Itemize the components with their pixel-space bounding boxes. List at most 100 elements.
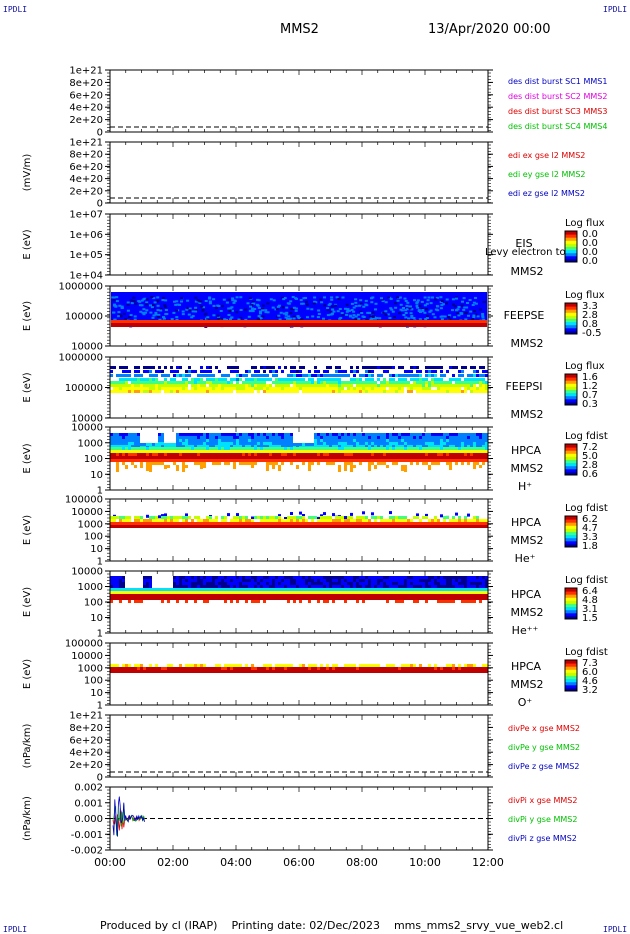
spectrogram-cell: [245, 387, 248, 390]
spectrogram-cell: [455, 390, 458, 393]
spectrogram-cell: [116, 439, 119, 442]
colorbar-tick-label: 4.7: [582, 523, 598, 534]
spectrogram-cell: [359, 378, 362, 381]
spectrogram-cell: [209, 433, 212, 436]
corner-label-top-right: IPDLI: [603, 5, 628, 14]
spectrogram-cell: [206, 442, 209, 445]
spectrogram-cell: [350, 516, 353, 519]
spectrogram-cell: [281, 447, 284, 450]
spectrogram-cell: [185, 465, 188, 468]
spectrogram-cell: [317, 519, 320, 522]
spectrogram-cell: [377, 516, 380, 519]
spectrogram-cell: [314, 436, 317, 439]
spectrogram-cell: [413, 433, 416, 436]
spectrogram-cell: [482, 439, 485, 442]
spectrogram-cell: [260, 445, 263, 448]
spectrogram-cell: [275, 591, 278, 594]
spectrogram-cell: [395, 374, 398, 377]
spectrogram-cell: [455, 522, 458, 525]
spectrogram-cell: [137, 436, 140, 439]
spectrogram-cell: [200, 390, 203, 393]
spectrogram-cell: [218, 594, 221, 597]
spectrogram-cell: [404, 594, 407, 597]
spectrogram-cell: [140, 594, 143, 597]
spectrogram-cell: [461, 522, 464, 525]
spectrogram-cell: [302, 297, 306, 300]
spectrogram-cell: [365, 519, 368, 522]
spectrogram-cell: [131, 525, 134, 528]
spectrogram-cell: [422, 436, 425, 439]
spectrogram-cell: [188, 579, 191, 582]
spectrogram-cell: [296, 522, 299, 525]
spectrogram-cell: [200, 370, 203, 373]
spectrogram-cell: [350, 442, 353, 445]
spectrogram-cell: [305, 576, 308, 579]
spectrogram-cell: [279, 311, 283, 314]
spectrogram-cell: [419, 433, 422, 436]
spectrogram-cell: [455, 447, 458, 450]
spectrogram-cell: [440, 378, 443, 381]
spectrogram-cell: [215, 450, 218, 453]
spectrogram-cell: [179, 585, 182, 588]
spectrogram-cell: [194, 445, 197, 448]
spectrogram-cell: [371, 450, 374, 453]
spectrogram-cell: [416, 436, 419, 439]
spectrogram-cell: [200, 450, 203, 453]
spectrogram-cell: [326, 433, 329, 436]
spectrogram-cell: [341, 582, 344, 585]
spectrogram-cell: [272, 579, 275, 582]
spectrogram-cell: [335, 591, 338, 594]
y-tick-label: 1000: [78, 438, 103, 449]
spectrogram-cell: [326, 439, 329, 442]
colorbar-swatch: [565, 389, 577, 394]
spectrogram-cell: [203, 576, 206, 579]
spectrogram-cell: [429, 309, 433, 312]
spectrogram-cell: [359, 597, 362, 600]
spectrogram-cell: [179, 450, 182, 453]
colorbar-swatch: [565, 462, 577, 467]
spectrogram-cell: [443, 585, 446, 588]
spectrogram-cell: [173, 300, 176, 303]
spectrogram-cell: [431, 381, 434, 384]
spectrogram-cell: [413, 600, 416, 603]
spectrogram-cell: [194, 591, 197, 594]
spectrogram-cell: [281, 576, 284, 579]
colorbar-swatch: [565, 312, 577, 316]
spectrogram-cell: [344, 433, 347, 436]
spectrogram-cell: [323, 384, 326, 387]
colorbar-swatch: [565, 465, 577, 470]
spectrogram-cell: [338, 582, 341, 585]
instrument-label: MMS2: [511, 534, 544, 547]
spectrogram-cell: [368, 445, 371, 448]
spectrogram-cell: [266, 450, 269, 453]
spectrogram-cell: [476, 462, 479, 465]
spectrogram-cell: [272, 450, 275, 453]
spectrogram-cell: [296, 447, 299, 450]
spectrogram-cell: [248, 445, 251, 448]
spectrogram-cell: [188, 456, 191, 459]
spectrogram-cell: [407, 436, 410, 439]
spectrogram-cell: [173, 516, 176, 519]
spectrogram-cell: [326, 384, 329, 387]
spectrogram-cell: [269, 453, 272, 456]
spectrogram-cell: [176, 390, 179, 393]
spectrogram-cell: [437, 579, 440, 582]
spectrogram-cell: [299, 582, 302, 585]
spectrogram-cell: [133, 318, 137, 321]
spectrogram-cell: [122, 433, 125, 436]
spectrogram-cell: [314, 522, 317, 525]
spectrogram-cell: [251, 525, 254, 528]
spectrogram-cell: [275, 597, 278, 600]
spectrogram-cell: [194, 384, 197, 387]
spectrogram-cell: [410, 576, 413, 579]
spectrogram-cell: [278, 456, 281, 459]
spectrogram-cell: [128, 447, 131, 450]
spectrogram-cell: [329, 445, 332, 448]
spectrogram-cell: [185, 522, 188, 525]
colorbar-tick-label: 0.0: [582, 247, 598, 258]
spectrogram-cell: [172, 311, 176, 314]
spectrogram-cell: [354, 301, 358, 304]
spectrogram-cell: [395, 594, 398, 597]
spectrogram-cell: [302, 456, 305, 459]
spectrogram-cell: [287, 439, 290, 442]
